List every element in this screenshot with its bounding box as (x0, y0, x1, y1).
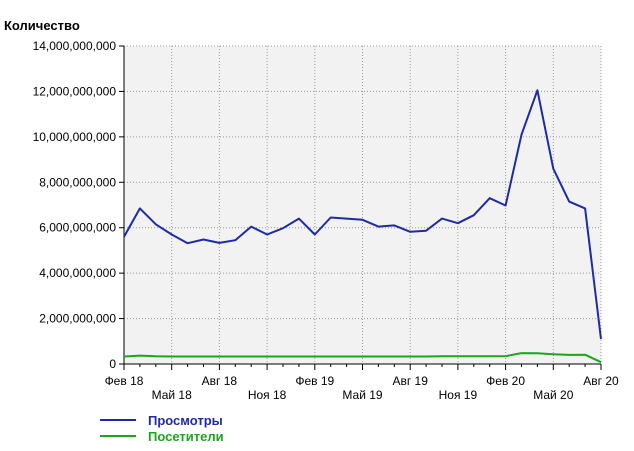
y-tick-label: 12,000,000,000 (33, 84, 117, 98)
x-axis: Фев 18 Май 18 Авг 18 Ноя 18 Фев 19 Май 19 Авг … (105, 363, 619, 402)
legend-label-visitors: Посетители (148, 428, 224, 444)
series-line-visitors (123, 352, 602, 364)
legend: Просмотры Посетители (100, 412, 224, 444)
legend-swatch-views (100, 419, 136, 421)
x-tick-label: Фев 18 (105, 374, 144, 388)
y-tick-label: 6,000,000,000 (39, 221, 116, 235)
x-tick-label: Май 18 (152, 388, 193, 402)
x-tick-label: Авг 20 (583, 374, 619, 388)
x-tick-label: Фев 20 (486, 374, 525, 388)
x-tick-label: Ноя 18 (248, 388, 287, 402)
y-tick-label: 8,000,000,000 (39, 175, 116, 189)
x-tick-label: Май 19 (342, 388, 383, 402)
y-tick-label: 0 (109, 357, 116, 371)
y-tick-label: 14,000,000,000 (33, 39, 117, 53)
x-tick-label: Авг 19 (392, 374, 428, 388)
x-tick-label: Авг 18 (202, 374, 238, 388)
y-axis-label: Количество (4, 18, 80, 33)
legend-item-visitors: Посетители (100, 428, 224, 444)
x-tick-label: Ноя 19 (439, 388, 478, 402)
x-tick-label: Фев 19 (295, 374, 334, 388)
legend-swatch-visitors (100, 435, 136, 437)
y-tick-label: 10,000,000,000 (33, 130, 117, 144)
y-tick-label: 4,000,000,000 (39, 266, 116, 280)
legend-label-views: Просмотры (148, 412, 223, 428)
legend-item-views: Просмотры (100, 412, 224, 428)
y-tick-label: 2,000,000,000 (39, 312, 116, 326)
series-line-views (123, 89, 602, 340)
y-axis: 0 2,000,000,000 4,000,000,000 6,000,000,000… (33, 39, 125, 371)
x-tick-label: Май 20 (533, 388, 574, 402)
series-lines (123, 89, 602, 364)
